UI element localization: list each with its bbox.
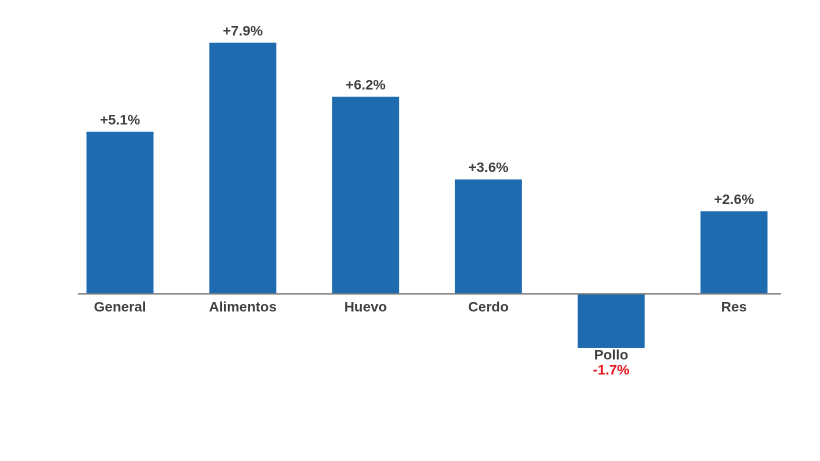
value-label: +2.6% xyxy=(714,191,755,207)
x-tick-label: Huevo xyxy=(344,299,387,315)
value-label: +7.9% xyxy=(223,22,264,38)
value-label: +5.1% xyxy=(100,111,141,127)
value-label: +3.6% xyxy=(468,159,509,175)
x-tick-label: Res xyxy=(721,299,747,315)
bar xyxy=(332,96,400,294)
bar xyxy=(86,131,154,294)
value-label: +6.2% xyxy=(346,76,387,92)
x-tick-label: Alimentos xyxy=(209,299,277,315)
x-tick-label: Cerdo xyxy=(468,299,508,315)
bar xyxy=(454,179,522,294)
bar xyxy=(577,293,645,348)
value-label: -1.7% xyxy=(593,362,630,378)
bar xyxy=(700,211,768,294)
x-tick-label: Pollo xyxy=(594,347,628,363)
bar xyxy=(209,42,277,294)
x-tick-label: General xyxy=(94,299,146,315)
